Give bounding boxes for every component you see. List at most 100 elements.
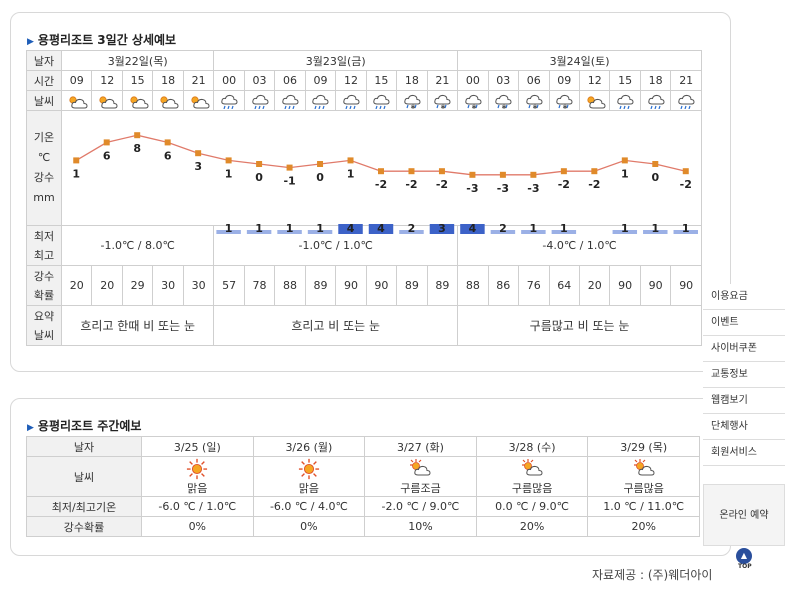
rain-icon: [612, 93, 638, 109]
temperature-point: [378, 168, 384, 175]
precip-bar: [551, 230, 577, 234]
precip-prob-cell: 90: [335, 265, 367, 306]
temperature-label: 1: [621, 167, 629, 180]
weekly-minmax: -6.0 ℃ / 4.0℃: [252, 496, 366, 517]
weekly-date: 3/25 (일): [141, 436, 254, 457]
temperature-point: [438, 168, 445, 175]
day-date-1: 3월22일(목): [60, 50, 215, 71]
temperature-point: [530, 171, 537, 178]
precip-prob-cell: 20: [91, 265, 123, 306]
precip-bar: [338, 224, 363, 234]
precip-bar: [277, 230, 302, 234]
arrow-icon: ▶: [27, 423, 34, 433]
time-cell: 06: [518, 70, 550, 91]
rain-icon: [338, 93, 364, 109]
time-cell: 21: [182, 70, 215, 91]
svg-text:✱: ✱: [441, 104, 446, 109]
temperature-point: [499, 171, 506, 178]
precip-prob-cell: 20: [578, 265, 611, 306]
weekly-title: ▶ 용평리조트 주간예보: [27, 417, 141, 434]
time-cell: 21: [426, 70, 459, 91]
quick-menu-item[interactable]: 교통정보: [703, 362, 785, 388]
rain-icon: [643, 93, 669, 109]
temperature-point: [195, 150, 202, 157]
precip-label: 1: [651, 222, 659, 235]
weather-icon-cell: [304, 90, 337, 111]
time-cell: 09: [548, 70, 580, 91]
label-sum-1: 요약: [33, 309, 55, 323]
temperature-point: [164, 139, 171, 146]
quick-menu-item[interactable]: 웹캠보기: [703, 388, 785, 414]
weekly-label-prob: 강수확률: [26, 516, 142, 537]
temperature-label: -2: [588, 178, 600, 191]
precip-bar: [521, 230, 546, 234]
weather-icon-cell: ✱: [518, 90, 550, 111]
scroll-top-icon[interactable]: ▲: [736, 548, 752, 564]
row-label-minmax: 최저 최고: [26, 225, 62, 266]
rain-icon: [216, 93, 242, 109]
weather-icon-cell: ✱: [396, 90, 428, 111]
quick-menu-item[interactable]: 이벤트: [703, 310, 785, 336]
svg-text:✱: ✱: [502, 104, 507, 109]
weather-icon-cell: [274, 90, 306, 111]
label-sum-2: 날씨: [33, 328, 55, 342]
rain-icon: [277, 93, 303, 109]
temperature-point: [408, 168, 415, 175]
temperature-label: 8: [133, 142, 141, 155]
precip-label: 3: [438, 222, 446, 235]
scroll-top-label[interactable]: TOP: [738, 563, 752, 570]
precip-prob-cell: 29: [121, 265, 154, 306]
partly-cloudy-icon: [186, 93, 212, 109]
temperature-point: [317, 161, 324, 167]
day-minmax-1: -1.0℃ / 8.0℃: [60, 225, 215, 266]
weekly-title-text: 용평리조트 주간예보: [37, 419, 142, 433]
day-date-2: 3월23일(금): [213, 50, 459, 71]
weekly-weather-text: 맑음: [187, 481, 208, 495]
partly-cloudy-icon: [64, 93, 90, 109]
time-cell: 03: [243, 70, 276, 91]
temperature-point: [73, 157, 80, 164]
temperature-label: 0: [651, 171, 659, 184]
snow-rain-icon: ✱: [551, 93, 577, 111]
quick-menu-item[interactable]: 사이버쿠폰: [703, 336, 785, 362]
time-cell: 12: [335, 70, 367, 91]
weekly-minmax: 1.0 ℃ / 11.0℃: [587, 496, 700, 517]
snow-rain-icon: ✱: [521, 93, 547, 111]
precip-bar: [490, 230, 516, 234]
weather-icon-cell: [213, 90, 245, 111]
precip-prob-cell: 20: [60, 265, 93, 306]
temperature-label: 0: [316, 171, 324, 184]
precip-bar: [612, 230, 638, 234]
svg-text:✱: ✱: [532, 104, 537, 109]
detail-title: ▶ 용평리조트 3일간 상세예보: [27, 31, 176, 48]
temperature-label: 1: [225, 167, 233, 180]
precip-prob-cell: 64: [548, 265, 580, 306]
weekly-weather-cell: 구름많음: [475, 456, 589, 497]
weekly-table: 날자 3/25 (일) 3/26 (월) 3/27 (화) 3/28 (수) 3…: [26, 436, 700, 537]
precip-prob-cell: 76: [518, 265, 550, 306]
label-prob-1: 강수: [33, 269, 55, 283]
precip-label: 4: [377, 222, 385, 235]
weekly-date: 3/27 (화): [364, 436, 477, 457]
rain-icon: [673, 93, 699, 109]
precip-bar: [368, 224, 394, 234]
row-label-date: 날자: [26, 50, 62, 71]
precip-prob-cell: 88: [457, 265, 489, 306]
time-cell: 06: [274, 70, 306, 91]
row-label-prob: 강수 확률: [26, 265, 62, 306]
quick-menu-item[interactable]: 회원서비스: [703, 440, 785, 466]
online-reservation-button[interactable]: 온라인 예약: [703, 484, 785, 546]
temperature-label: 6: [164, 149, 172, 162]
weekly-weather-text: 구름많음: [623, 481, 664, 495]
precip-label: 1: [621, 222, 629, 235]
temperature-point: [225, 157, 232, 164]
quick-menu-item[interactable]: 단체행사: [703, 414, 785, 440]
precip-label: 1: [682, 222, 690, 235]
sun-icon: [142, 458, 253, 480]
quick-menu-item[interactable]: 이용요금: [703, 284, 785, 310]
time-cell: 12: [91, 70, 123, 91]
precip-label: 1: [286, 222, 294, 235]
weekly-prob: 20%: [587, 516, 700, 537]
precip-bar: [429, 224, 455, 234]
